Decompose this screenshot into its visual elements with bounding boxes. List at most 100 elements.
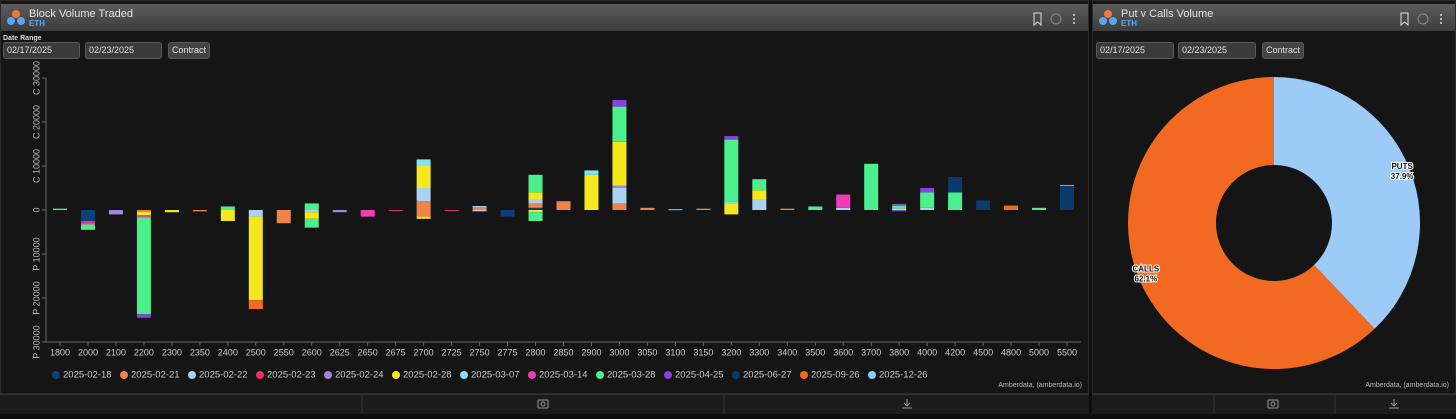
x-tick-label: 3800	[889, 347, 909, 357]
legend-label: 2025-02-28	[403, 370, 452, 381]
bar-segment	[920, 188, 935, 193]
bar-segment	[304, 210, 319, 213]
bar-segment	[136, 211, 151, 216]
footer-credit: Amberdata, (amberdata.io)	[998, 382, 1082, 389]
bar-segment	[220, 206, 235, 210]
bar-segment	[304, 203, 319, 210]
x-tick-label: 2775	[498, 347, 518, 357]
legend-label: 2025-02-18	[63, 370, 112, 381]
donut-slice	[1128, 76, 1375, 369]
bar-segment	[528, 203, 543, 208]
start-date-input[interactable]: 02/17/2025	[1096, 42, 1174, 59]
bar-segment	[1060, 184, 1075, 186]
legend-marker	[664, 371, 672, 379]
panel-title: Put v Calls Volume	[1121, 8, 1214, 20]
legend-marker	[392, 371, 400, 379]
bar-segment	[780, 208, 795, 210]
slice-value: 62.1%	[1135, 274, 1158, 283]
x-tick-label: 3700	[861, 347, 881, 357]
bar-segment	[892, 203, 907, 206]
bar-segment	[80, 210, 95, 221]
bar-segment	[80, 224, 95, 230]
legend-marker	[120, 371, 128, 379]
bar-segment	[416, 166, 431, 188]
bar-segment	[528, 174, 543, 193]
panel-title: Block Volume Traded	[29, 8, 133, 20]
legend-marker	[52, 371, 60, 379]
panel-subtitle: ETH	[1121, 19, 1137, 28]
bar-segment	[808, 206, 823, 210]
x-tick-label: 2725	[442, 347, 462, 357]
legend-label: 2025-03-14	[539, 370, 588, 381]
legend-label: 2025-04-25	[675, 370, 724, 381]
legend-label: 2025-03-28	[607, 370, 656, 381]
bottom-toolbar	[0, 394, 1089, 414]
legend-label: 2025-02-21	[131, 370, 180, 381]
legend-label: 2025-02-23	[267, 370, 316, 381]
x-tick-label: 2800	[526, 347, 546, 357]
legend-marker	[868, 371, 876, 379]
put-call-panel: Put v Calls Volume ETH 02/17/2025 02/23/…	[1092, 0, 1456, 394]
date-range-label: Date Range	[3, 35, 42, 42]
bar-segment	[948, 177, 963, 193]
bar-segment	[192, 210, 207, 212]
bar-segment	[528, 210, 543, 213]
bar-segment	[892, 210, 907, 212]
bar-segment	[556, 201, 571, 210]
bar-segment	[108, 210, 123, 215]
bar-segment	[472, 207, 487, 210]
x-tick-label: 2350	[190, 347, 210, 357]
bar-segment	[1032, 207, 1047, 210]
bar-segment	[136, 210, 151, 212]
bar-segment	[920, 207, 935, 210]
bar-segment	[836, 207, 851, 210]
panel-header: Block Volume Traded ETH	[1, 4, 1088, 31]
legend-marker	[528, 371, 536, 379]
end-date-input[interactable]: 02/23/2025	[85, 42, 162, 59]
panel-header: Put v Calls Volume ETH	[1093, 4, 1455, 31]
bar-segment	[80, 221, 95, 223]
bar-segment	[136, 217, 151, 315]
x-tick-label: 4500	[973, 347, 993, 357]
bar-segment	[584, 174, 599, 210]
header-icons[interactable]	[1032, 12, 1082, 26]
bar-segment	[892, 208, 907, 210]
bar-segment	[416, 216, 431, 219]
bar-segment	[584, 170, 599, 175]
bar-segment	[444, 210, 459, 211]
bar-segment	[388, 210, 403, 211]
legend-label: 2025-02-24	[335, 370, 384, 381]
bar-segment	[668, 210, 683, 211]
bar-segment	[752, 190, 767, 199]
toolbar-icons[interactable]	[0, 395, 1089, 414]
x-tick-label: 3150	[693, 347, 713, 357]
x-tick-label: 3600	[833, 347, 853, 357]
contract-button[interactable]: Contract	[1262, 42, 1305, 59]
bar-segment	[472, 206, 487, 208]
x-tick-label: 2200	[134, 347, 154, 357]
x-tick-label: 1800	[50, 347, 70, 357]
bar-segment	[640, 207, 655, 210]
toolbar-icons[interactable]	[1092, 395, 1456, 414]
contract-button[interactable]: Contract	[168, 42, 211, 59]
x-tick-label: 5000	[1029, 347, 1049, 357]
x-tick-label: 2300	[162, 347, 182, 357]
end-date-input[interactable]: 02/23/2025	[1178, 42, 1256, 59]
header-icons[interactable]	[1399, 12, 1449, 26]
bar-segment	[136, 314, 151, 318]
bar-segment	[864, 163, 879, 210]
x-tick-label: 2000	[78, 347, 98, 357]
bar-segment	[752, 199, 767, 210]
bar-segment	[220, 210, 235, 221]
bar-segment	[724, 136, 739, 140]
x-tick-label: 4200	[945, 347, 965, 357]
x-tick-label: 3050	[637, 347, 657, 357]
x-tick-label: 3000	[609, 347, 629, 357]
bar-segment	[612, 106, 627, 142]
y-tick-label: C 30000	[31, 61, 41, 95]
start-date-input[interactable]: 02/17/2025	[3, 42, 80, 59]
bar-segment	[892, 205, 907, 209]
x-tick-label: 3100	[665, 347, 685, 357]
bar-segment	[948, 192, 963, 210]
